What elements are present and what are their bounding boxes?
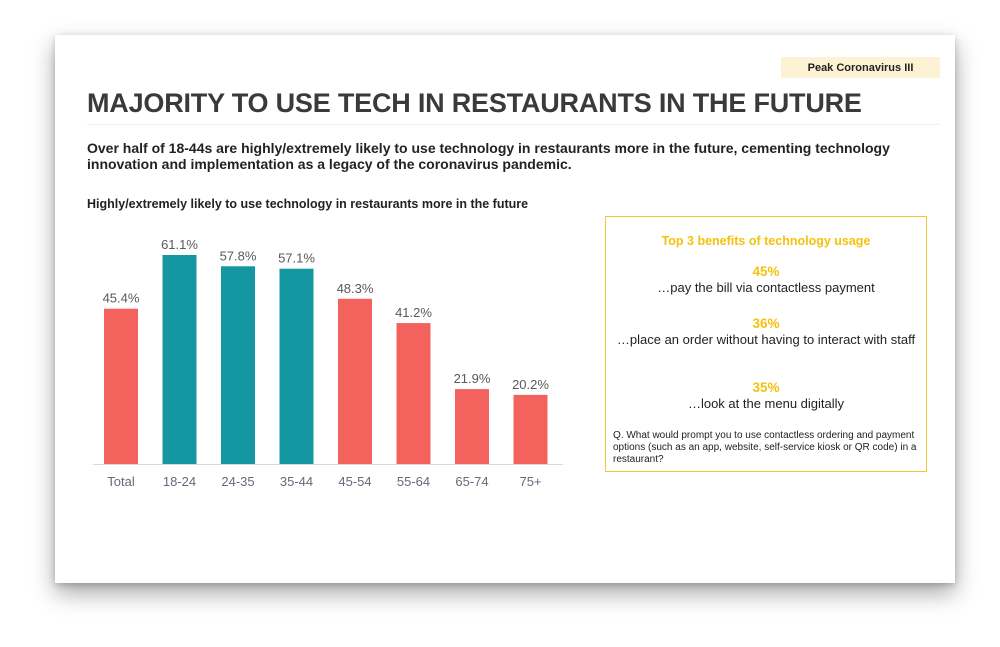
- benefits-title: Top 3 benefits of technology usage: [661, 234, 871, 248]
- benefit-percent: 35%: [752, 380, 780, 395]
- benefit-percent: 45%: [752, 264, 780, 279]
- benefit-percent: 36%: [752, 316, 780, 331]
- x-tick-label: 24-35: [221, 474, 254, 489]
- bar-24-35: [221, 266, 255, 464]
- bar-Total: [104, 308, 138, 464]
- benefit-item-2: 36% …place an order without having to in…: [612, 315, 920, 348]
- page-title: MAJORITY TO USE TECH IN RESTAURANTS IN T…: [87, 88, 862, 118]
- benefit-item-1: 45% …pay the bill via contactless paymen…: [612, 263, 920, 296]
- slide: Peak Coronavirus III MAJORITY TO USE TEC…: [55, 35, 955, 583]
- bar-18-24: [162, 255, 197, 464]
- bar-75+: [513, 394, 548, 464]
- data-label: 41.2%: [395, 305, 432, 320]
- x-tick-label: 18-24: [163, 474, 196, 489]
- bar-55-64: [396, 323, 431, 464]
- benefit-item-3: 35% …look at the menu digitally: [612, 379, 920, 412]
- data-label: 57.1%: [278, 251, 315, 266]
- benefit-text: …look at the menu digitally: [687, 396, 845, 411]
- survey-question: Q. What would prompt you to use contactl…: [613, 430, 917, 465]
- x-tick-label: 75+: [519, 474, 541, 489]
- data-label: 20.2%: [512, 377, 549, 392]
- benefit-text: …pay the bill via contactless payment: [657, 280, 875, 295]
- x-tick-label: Total: [107, 474, 135, 489]
- x-tick-label: 35-44: [280, 474, 313, 489]
- bar-35-44: [279, 268, 314, 464]
- data-label: 21.9%: [454, 371, 491, 386]
- data-label: 61.1%: [161, 237, 198, 252]
- bar-chart: 45.4% Total 61.1% 18-24 57.8% 24-35 57.1% 35-44…: [93, 237, 563, 489]
- chart-title: Highly/extremely likely to use technolog…: [87, 197, 529, 211]
- benefits-panel: Top 3 benefits of technology usage 45% ……: [605, 216, 927, 472]
- data-label: 57.8%: [220, 248, 257, 263]
- page-subtitle: Over half of 18-44s are highly/extremely…: [87, 140, 890, 172]
- x-tick-label: 65-74: [455, 474, 488, 489]
- x-tick-label: 55-64: [397, 474, 430, 489]
- bar-65-74: [455, 389, 489, 464]
- section-tag: Peak Coronavirus III: [781, 57, 940, 78]
- title-divider: [87, 124, 939, 125]
- x-tick-label: 45-54: [338, 474, 371, 489]
- bar-45-54: [338, 298, 372, 464]
- data-label: 45.4%: [103, 291, 140, 306]
- data-label: 48.3%: [337, 281, 374, 296]
- benefit-text: …place an order without having to intera…: [616, 332, 916, 347]
